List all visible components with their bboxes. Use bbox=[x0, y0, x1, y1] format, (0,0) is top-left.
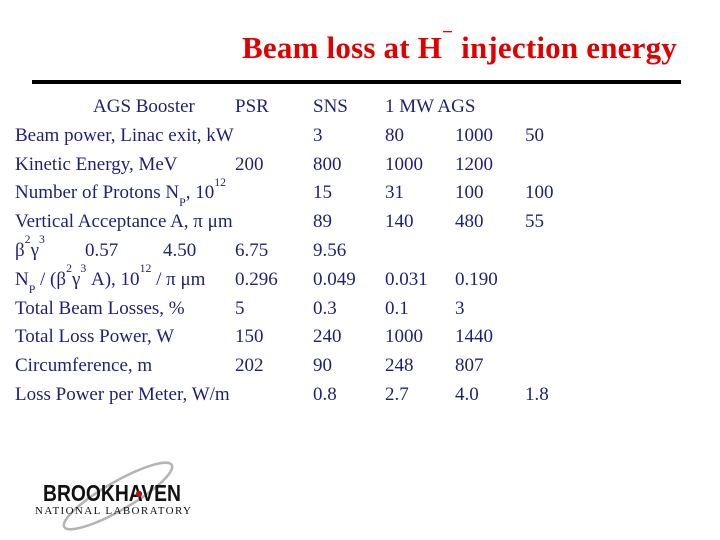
cell-value: 0.190 bbox=[455, 268, 498, 290]
row-label: Total Beam Losses, % bbox=[15, 297, 185, 319]
cell-value: 31 bbox=[385, 182, 404, 204]
table-row: β2γ3 0.57 4.50 6.75 9.56 bbox=[0, 233, 720, 266]
cell-value: 807 bbox=[455, 355, 484, 377]
cell-value: 4.50 bbox=[163, 239, 197, 261]
cell-value: 200 bbox=[235, 153, 264, 175]
cell-value: 248 bbox=[385, 355, 414, 377]
row-label: NP / (β2γ3 A), 1012 / π μm bbox=[15, 262, 206, 296]
table-row: Total Beam Losses, % 5 0.3 0.1 3 bbox=[0, 295, 720, 324]
bnl-logo: BROOKHAVEN NATIONAL LABORATORY bbox=[30, 430, 220, 536]
cell-value: 4.0 bbox=[455, 383, 479, 405]
cell-value: 3 bbox=[455, 297, 465, 319]
logo-dot-icon bbox=[135, 490, 143, 498]
row-label: β2γ3 bbox=[15, 233, 45, 261]
row-label: Beam power, Linac exit, kW bbox=[15, 124, 234, 146]
table-row: Beam power, Linac exit, kW 3 80 1000 50 bbox=[0, 122, 720, 151]
row-label: Vertical Acceptance A, π μm bbox=[15, 211, 233, 233]
logo-swoosh-icon bbox=[62, 461, 174, 531]
column-header: AGS Booster bbox=[93, 96, 195, 117]
cell-value: 100 bbox=[525, 182, 554, 204]
cell-value: 2.7 bbox=[385, 383, 409, 405]
cell-value: 0.8 bbox=[313, 383, 337, 405]
logo-subtitle: NATIONAL LABORATORY bbox=[35, 505, 191, 517]
cell-value: 3 bbox=[313, 124, 323, 146]
row-label: Total Loss Power, W bbox=[15, 326, 175, 348]
cell-value: 0.031 bbox=[385, 268, 428, 290]
cell-value: 50 bbox=[525, 124, 544, 146]
cell-value: 1440 bbox=[455, 326, 493, 348]
cell-value: 55 bbox=[525, 211, 544, 233]
cell-value: 240 bbox=[313, 326, 342, 348]
cell-value: 202 bbox=[235, 355, 264, 377]
cell-value: 90 bbox=[313, 355, 332, 377]
table-row: Kinetic Energy, MeV 200 800 1000 1200 bbox=[0, 151, 720, 180]
cell-value: 800 bbox=[313, 153, 342, 175]
cell-value: 15 bbox=[313, 182, 332, 204]
table-row: NP / (β2γ3 A), 1012 / π μm 0.296 0.049 0.03… bbox=[0, 262, 720, 296]
row-label: Kinetic Energy, MeV bbox=[15, 153, 178, 175]
cell-value: 6.75 bbox=[235, 239, 269, 261]
cell-value: 89 bbox=[313, 211, 332, 233]
header-row: AGS Booster PSR SNS 1 MW AGS bbox=[0, 93, 720, 122]
table-row: Number of Protons NP, 1012 15 31 100 100 bbox=[0, 175, 720, 210]
column-header: SNS bbox=[313, 96, 348, 117]
cell-value: 140 bbox=[385, 211, 414, 233]
cell-value: 0.049 bbox=[313, 268, 356, 290]
cell-value: 80 bbox=[385, 124, 404, 146]
cell-value: 1000 bbox=[455, 124, 493, 146]
slide-title: Beam loss at H− injection energy bbox=[242, 22, 677, 65]
cell-value: 9.56 bbox=[313, 239, 347, 261]
row-label: Loss Power per Meter, W/m bbox=[15, 383, 230, 405]
table-row: Total Loss Power, W 150 240 1000 1440 bbox=[0, 323, 720, 352]
data-table: AGS Booster PSR SNS 1 MW AGS Beam power, Li… bbox=[0, 93, 720, 410]
table-row: Circumference, m 202 90 248 807 bbox=[0, 352, 720, 381]
cell-value: 5 bbox=[235, 297, 245, 319]
bnl-logo-graphic: BROOKHAVEN NATIONAL LABORATORY bbox=[35, 461, 191, 531]
title-underline bbox=[32, 80, 681, 84]
logo-wordmark: BROOKHAVEN bbox=[43, 480, 181, 506]
cell-value: 1000 bbox=[385, 326, 423, 348]
row-label: Circumference, m bbox=[15, 355, 153, 377]
cell-value: 0.1 bbox=[385, 297, 409, 319]
column-header: 1 MW AGS bbox=[385, 96, 476, 117]
cell-value: 1000 bbox=[385, 153, 423, 175]
cell-value: 480 bbox=[455, 211, 484, 233]
cell-value: 0.296 bbox=[235, 268, 278, 290]
column-header: PSR bbox=[235, 96, 269, 117]
cell-value: 1.8 bbox=[525, 383, 549, 405]
cell-value: 1200 bbox=[455, 153, 493, 175]
cell-value: 150 bbox=[235, 326, 264, 348]
table-row: Loss Power per Meter, W/m 0.8 2.7 4.0 1.8 bbox=[0, 381, 720, 410]
table-row: Vertical Acceptance A, π μm 89 140 480 55 bbox=[0, 208, 720, 237]
row-label: Number of Protons NP, 1012 bbox=[15, 175, 226, 210]
cell-value: 0.57 bbox=[85, 239, 119, 261]
cell-value: 0.3 bbox=[313, 297, 337, 319]
cell-value: 100 bbox=[455, 182, 484, 204]
